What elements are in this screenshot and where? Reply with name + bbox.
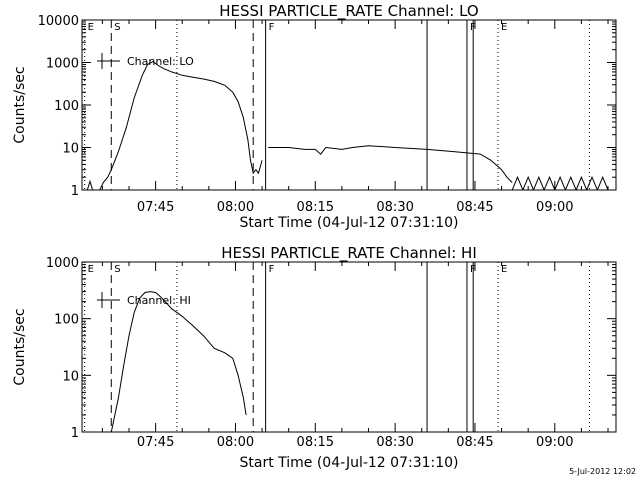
- panel-1-series-line: [268, 145, 513, 183]
- panel-2-event-marker-label: F: [269, 264, 275, 275]
- panel-1-plot-frame: [81, 19, 617, 191]
- panel-1-event-marker-label: S: [114, 22, 120, 33]
- panel-2-event-marker-label: E: [88, 264, 94, 275]
- panel-2-x-tick-label: 09:00: [536, 435, 573, 450]
- panel-2-y-tick-label: 1: [71, 426, 79, 441]
- panel-1-series-line: [82, 61, 263, 190]
- panel-1-event-marker-label: E: [88, 22, 94, 33]
- panel-2-y-tick-label: 1000: [46, 256, 79, 271]
- date-stamp: 5-Jul-2012 12:02: [569, 467, 636, 476]
- panel-1-series-line: [511, 175, 609, 190]
- panel-2-x-tick-label: 08:30: [376, 435, 413, 450]
- panel-1-x-tick-label: 07:45: [137, 200, 174, 215]
- panel-2-x-tick-label: 08:15: [297, 435, 334, 450]
- panel-2-x-axis-label: Start Time (04-Jul-12 07:31:10): [239, 455, 458, 471]
- panel-1-x-tick-label: 08:15: [297, 200, 334, 215]
- panel-1-x-tick-label: 08:30: [376, 200, 413, 215]
- panel-2-x-tick-label: 08:45: [456, 435, 493, 450]
- panel-1-legend-label: Channel: LO: [127, 55, 194, 68]
- panel-2-plot-frame: [81, 261, 617, 433]
- panel-2-y-tick-label: 10: [62, 369, 79, 384]
- panel-1-y-tick-label: 1000: [46, 57, 79, 72]
- panel-1-x-tick-label: 08:00: [217, 200, 254, 215]
- panel-2-series-line: [110, 291, 247, 432]
- panel-1-x-tick-label: 08:45: [456, 200, 493, 215]
- panel-1-y-tick-label: 1: [71, 184, 79, 199]
- panel-2-y-tick-label: 100: [54, 313, 79, 328]
- panel-1: HESSI PARTICLE_RATE Channel: LO 07:45 08:0…: [12, 2, 617, 231]
- panel-2: HESSI PARTICLE_RATE Channel: HI 07:45 08:0…: [12, 244, 617, 471]
- panel-2-x-tick-label: 08:00: [217, 435, 254, 450]
- panel-1-y-tick-label: 100: [54, 99, 79, 114]
- panel-2-title: HESSI PARTICLE_RATE Channel: HI: [221, 244, 477, 263]
- panel-2-y-axis-label: Counts/sec: [12, 308, 28, 385]
- panel-1-y-tick-label: 10000: [38, 14, 79, 29]
- panel-2-event-marker-label: E: [501, 264, 507, 275]
- panel-2-legend-label: Channel: HI: [127, 294, 191, 307]
- panel-2-x-tick-label: 07:45: [137, 435, 174, 450]
- panel-1-x-axis-label: Start Time (04-Jul-12 07:31:10): [239, 215, 458, 231]
- panel-1-event-marker-label: E: [501, 22, 507, 33]
- panel-1-y-tick-label: 10: [62, 142, 79, 157]
- panel-1-x-tick-label: 09:00: [536, 200, 573, 215]
- panel-1-title: HESSI PARTICLE_RATE Channel: LO: [219, 2, 478, 21]
- panel-2-event-marker-label: S: [114, 264, 120, 275]
- panel-1-y-axis-label: Counts/sec: [12, 66, 28, 143]
- panel-1-event-marker-label: F: [269, 22, 275, 33]
